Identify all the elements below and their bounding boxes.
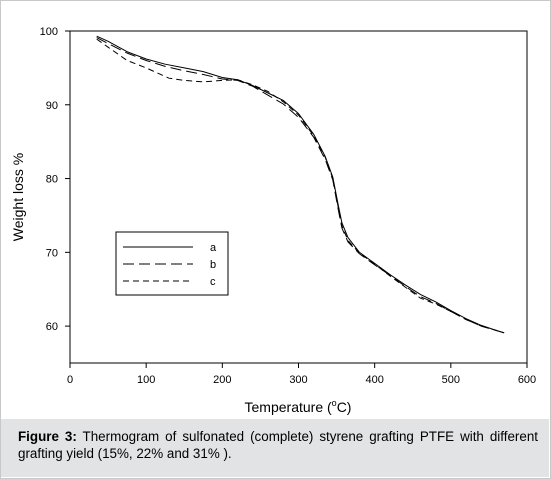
x-tick-label: 200 [213, 374, 231, 386]
legend-label-a: a [210, 242, 217, 254]
series-line-c [96, 38, 505, 334]
x-tick-label: 500 [442, 374, 460, 386]
series-line-b [96, 37, 505, 334]
x-axis-ticks: 0 100 200 300 400 500 600 [67, 363, 536, 386]
x-tick-label: 0 [67, 374, 73, 386]
legend-label-c: c [210, 276, 216, 288]
y-axis-ticks: 60 70 80 90 100 [40, 26, 70, 333]
plot-area [69, 30, 528, 364]
y-tick-label: 80 [46, 174, 58, 186]
y-tick-label: 70 [46, 247, 58, 259]
caption-label: Figure 3: [18, 429, 77, 444]
y-tick-label: 60 [46, 321, 58, 333]
x-axis-label: Temperature (oC) [245, 398, 352, 415]
caption-text: Thermogram of sulfonated (complete) styr… [18, 429, 538, 461]
legend: abc [115, 231, 229, 296]
x-tick-label: 400 [365, 374, 383, 386]
y-tick-label: 100 [40, 26, 58, 38]
thermogram-chart: 0 100 200 300 400 500 600 60 70 80 90 100 abc Temp… [10, 26, 536, 415]
y-axis-label: Weight loss % [10, 153, 26, 241]
series-lines [96, 35, 505, 334]
x-tick-label: 600 [518, 374, 536, 386]
x-tick-label: 300 [289, 374, 307, 386]
caption-background [1, 419, 549, 477]
plot-frame [69, 30, 528, 364]
x-tick-label: 100 [137, 374, 155, 386]
y-tick-label: 90 [46, 100, 58, 112]
figure-caption: Figure 3: Thermogram of sulfonated (comp… [18, 428, 538, 462]
legend-label-b: b [210, 259, 216, 271]
